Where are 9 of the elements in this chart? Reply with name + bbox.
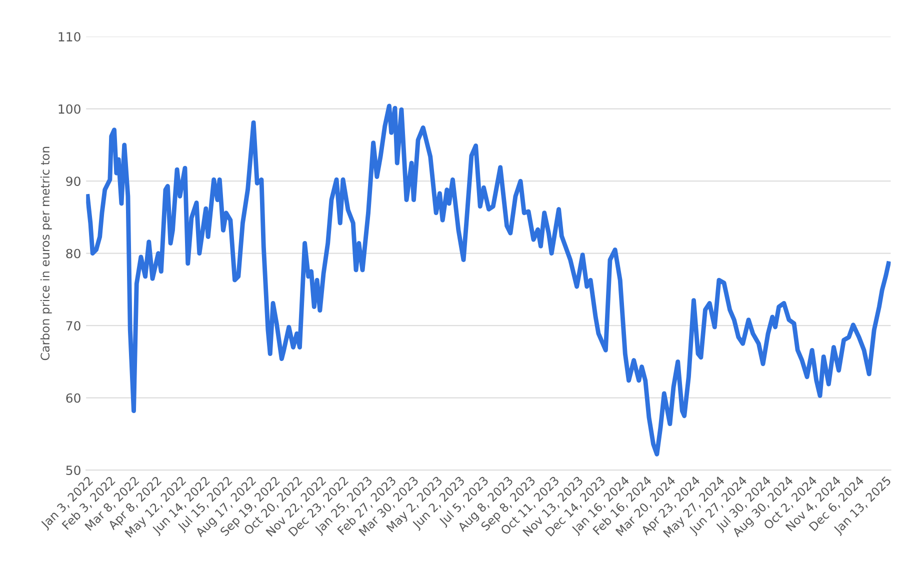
y-tick-label: 110 <box>58 32 80 42</box>
y-tick-label: 70 <box>66 321 80 331</box>
line-series <box>86 104 891 456</box>
y-tick-label: 60 <box>66 393 80 403</box>
y-tick-label: 100 <box>58 104 80 114</box>
y-tick-label: 90 <box>66 176 80 186</box>
y-axis-title: Carbon price in euros per metric ton <box>40 146 52 360</box>
y-tick-label: 50 <box>66 466 80 476</box>
y-tick-label: 80 <box>66 248 80 258</box>
